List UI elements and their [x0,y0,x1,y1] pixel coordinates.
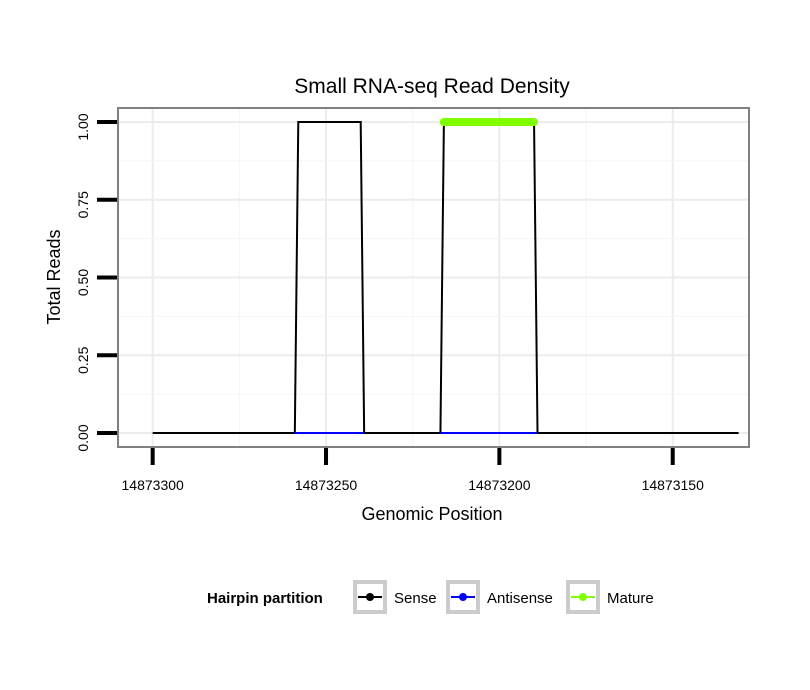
series-line-sense [152,120,739,435]
y-tick-label: 0.00 [75,424,91,451]
legend-key-point-antisense [459,593,467,601]
x-axis-label: Genomic Position [361,504,502,524]
y-tick-label: 0.25 [75,346,91,373]
legend-key-point-mature [579,593,587,601]
x-tick-label: 14873250 [295,477,358,493]
legend-key-point-sense [366,593,374,601]
legend-label-mature: Mature [607,590,654,607]
chart-title: Small RNA-seq Read Density [294,75,570,98]
y-axis-label: Total Reads [44,229,64,324]
y-tick-label: 0.75 [75,191,91,218]
y-tick-label: 0.50 [75,269,91,296]
legend-title: Hairpin partition [207,590,323,607]
x-tick-label: 14873300 [122,477,185,493]
x-tick-label: 14873200 [468,477,531,493]
x-axis: 14873300 14873250 14873200 14873150 [122,448,705,493]
grid-lines [118,108,749,447]
x-tick-label: 14873150 [642,477,705,493]
series-layer [152,117,739,435]
legend-label-sense: Sense [394,590,437,607]
legend: Hairpin partition Sense Antisense Mature [207,580,654,614]
y-axis: 0.00 0.25 0.50 0.75 1.00 [75,113,117,452]
panel-border [117,107,750,448]
y-tick-label: 1.00 [75,113,91,140]
legend-label-antisense: Antisense [487,590,553,607]
